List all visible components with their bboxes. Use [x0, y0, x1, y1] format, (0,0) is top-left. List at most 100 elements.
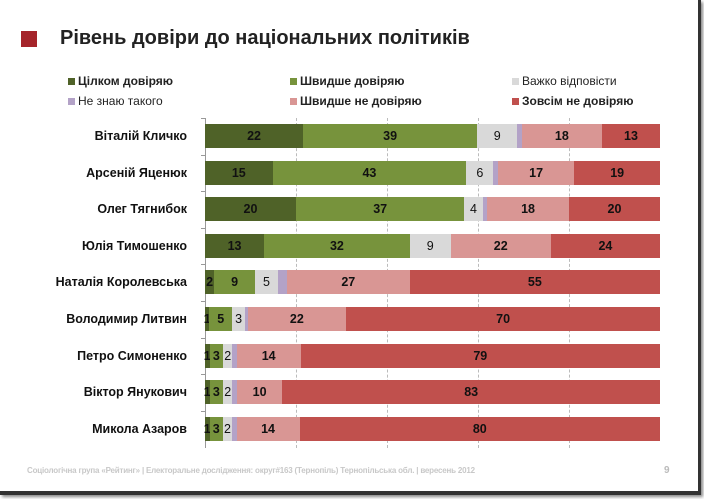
bar-segment: 9 — [409, 233, 451, 258]
legend-item: Зовсім не довіряю — [512, 94, 633, 108]
data-label: 39 — [383, 129, 398, 143]
data-label: 55 — [527, 275, 542, 290]
bar-segment: 79 — [300, 343, 660, 368]
bar-segment — [277, 270, 287, 295]
data-label: 9 — [493, 129, 501, 143]
bar-segment: 39 — [303, 124, 478, 148]
axis-tick — [201, 374, 205, 376]
category-label: Віктор Янукович — [83, 385, 187, 400]
legend-item: Не знаю такого — [68, 94, 163, 108]
data-label: 22 — [493, 238, 508, 253]
axis-tick — [201, 410, 205, 412]
bar-segment: 9 — [214, 270, 256, 295]
data-label: 1 — [203, 421, 211, 436]
axis-tick — [201, 154, 205, 156]
category-label: Петро Симоненко — [77, 348, 187, 363]
category-label: Микола Азаров — [92, 421, 187, 436]
legend-swatch — [512, 97, 519, 105]
data-label: 3 — [212, 385, 220, 400]
bar-segment: 18 — [487, 197, 569, 222]
bar-segment: 17 — [497, 160, 575, 185]
bar-segment: 15 — [205, 160, 273, 185]
bar-segment: 3 — [209, 343, 224, 368]
page-number: 9 — [664, 465, 670, 476]
bar-segment: 14 — [236, 416, 300, 441]
category-label: Арсеній Яценюк — [86, 165, 187, 180]
bar-segment: 1 — [203, 343, 211, 368]
data-label: 22 — [289, 312, 304, 326]
bar-segment: 1 — [203, 307, 211, 331]
bar-segment: 2 — [223, 343, 233, 368]
data-label: 1 — [203, 348, 211, 363]
axis-tick — [201, 301, 205, 302]
bar-segment: 55 — [409, 270, 660, 295]
axis-tick — [201, 118, 205, 119]
bar-segment: 1 — [204, 380, 211, 405]
axis-tick — [201, 227, 205, 229]
category-label: Віталій Кличко — [94, 129, 187, 143]
data-label: 9 — [426, 238, 434, 253]
bar-segment — [245, 307, 248, 331]
bar-segment: 3 — [231, 307, 246, 331]
data-label: 6 — [476, 165, 484, 180]
bar-segment: 20 — [569, 197, 660, 222]
data-label: 83 — [464, 385, 479, 400]
data-label: 43 — [362, 165, 377, 180]
data-label: 9 — [231, 275, 239, 290]
legend-swatch — [68, 77, 75, 85]
data-label: 4 — [469, 202, 477, 217]
axis-tick — [201, 337, 205, 339]
bar-segment: 27 — [286, 270, 410, 295]
bar-segment: 32 — [264, 233, 410, 258]
data-label: 32 — [329, 238, 344, 253]
data-label: 37 — [373, 202, 388, 217]
bar-segment: 70 — [346, 307, 660, 331]
legend-swatch — [68, 97, 75, 105]
bar-segment: 2 — [223, 416, 233, 441]
data-label: 19 — [610, 165, 625, 180]
bar-segment: 20 — [205, 197, 296, 222]
footer: Соціологічна група «Рейтинг» | Електорал… — [27, 466, 475, 475]
legend-item: Важко відповісти — [512, 74, 617, 88]
data-label: 80 — [472, 421, 487, 436]
bar-segment: 19 — [574, 160, 660, 185]
data-label: 5 — [262, 275, 270, 290]
bar-segment: 22 — [247, 307, 347, 331]
data-label: 3 — [212, 421, 220, 436]
bar-segment: 22 — [450, 233, 551, 258]
legend-label: Швидше довіряю — [300, 74, 405, 88]
legend-item: Цілком довіряю — [68, 74, 173, 88]
data-label: 3 — [212, 348, 220, 363]
bar-segment — [482, 197, 488, 222]
bar-segment: 9 — [477, 124, 518, 148]
data-label: 2 — [206, 275, 214, 290]
page-title: Рівень довіри до національних політиків — [60, 27, 470, 49]
data-label: 1 — [203, 312, 211, 326]
bar-segment: 10 — [236, 380, 283, 405]
title-marker — [21, 31, 37, 47]
plot-area: 22 39 9 18 13 15 43 6 17 19 20 37 4 18 20 13 32 9 22 24 2 9 5 2… — [201, 118, 660, 448]
bar-segment — [232, 343, 237, 368]
category-label: Юлія Тимошенко — [82, 238, 187, 253]
data-label: 24 — [598, 238, 613, 253]
data-label: 13 — [227, 238, 242, 253]
bar-segment: 22 — [205, 124, 304, 148]
bar-segment: 2 — [223, 380, 233, 405]
legend-label: Цілком довіряю — [78, 74, 174, 88]
legend-item: Швидше довіряю — [290, 74, 405, 88]
legend-swatch — [290, 77, 297, 85]
bar-segment — [493, 160, 498, 185]
legend-label: Зовсім не довіряю — [522, 94, 634, 108]
data-label: 15 — [231, 165, 246, 180]
bar-segment: 13 — [602, 124, 660, 148]
axis-tick — [201, 191, 205, 193]
data-label: 5 — [217, 312, 225, 326]
bar-segment: 83 — [282, 380, 660, 405]
bar-segment: 1 — [203, 416, 211, 441]
data-label: 20 — [243, 202, 258, 217]
data-label: 70 — [496, 312, 511, 326]
legend-swatch — [290, 97, 297, 105]
data-label: 13 — [624, 129, 638, 143]
bar-segment: 3 — [209, 380, 224, 405]
